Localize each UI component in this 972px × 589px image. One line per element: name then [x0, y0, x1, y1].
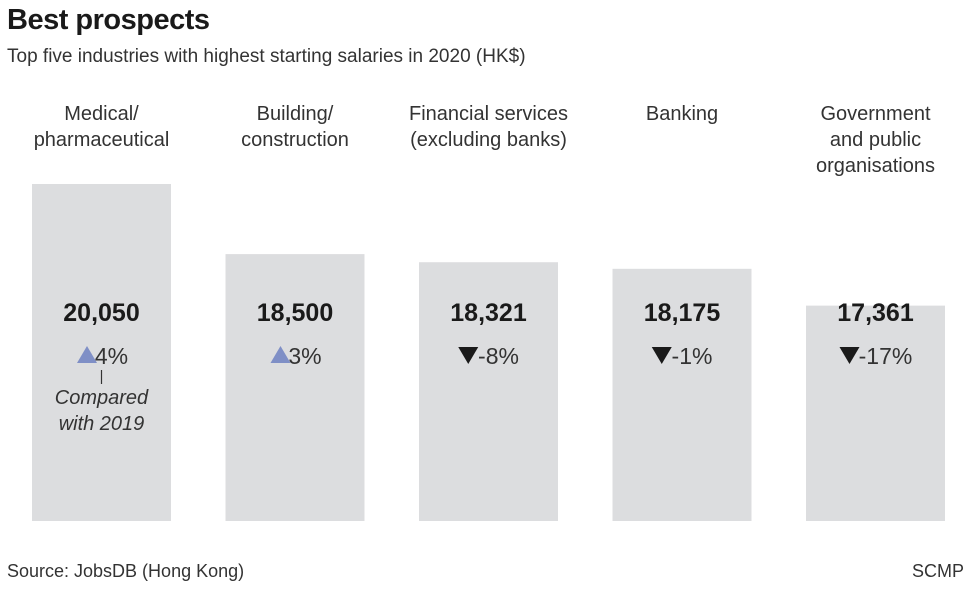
down-arrow-icon-2 [458, 347, 479, 364]
change-label-0: 4% [95, 343, 128, 369]
value-label-4: 17,361 [837, 299, 914, 327]
category-label-4-2: organisations [816, 155, 935, 177]
change-label-4: -17% [859, 343, 913, 369]
bar-3 [612, 268, 752, 521]
category-label-1-0: Building/ [257, 103, 334, 125]
up-arrow-icon-1 [270, 346, 291, 363]
category-label-2-0: Financial services [409, 103, 568, 125]
value-label-1: 18,500 [257, 299, 333, 327]
category-label-1-1: construction [241, 129, 349, 151]
bar-2 [419, 262, 558, 521]
category-label-0-1: pharmaceutical [34, 129, 170, 151]
change-label-1: 3% [288, 343, 321, 369]
change-label-3: -1% [672, 343, 713, 369]
credit-label: SCMP [911, 561, 964, 581]
chart-title: Best prospects [7, 4, 210, 36]
category-label-0-0: Medical/ [64, 103, 139, 125]
value-label-0: 20,050 [63, 299, 139, 327]
up-arrow-icon-0 [77, 346, 97, 363]
value-label-2: 18,321 [450, 299, 527, 327]
category-label-4-1: and public [830, 129, 921, 151]
change-label-2: -8% [478, 343, 519, 369]
category-label-4-0: Government [820, 103, 930, 125]
source-note: Source: JobsDB (Hong Kong) [7, 561, 245, 581]
bar-1 [225, 254, 365, 522]
down-arrow-icon-3 [651, 347, 672, 364]
value-label-3: 18,175 [644, 299, 721, 327]
annotation-text-1: with 2019 [59, 413, 145, 435]
annotation-text-0: Compared [55, 387, 149, 409]
bar-0 [32, 184, 171, 521]
down-arrow-icon-4 [839, 347, 860, 364]
category-label-3-0: Banking [646, 103, 718, 125]
category-label-2-1: (excluding banks) [410, 129, 567, 151]
chart-subtitle: Top five industries with highest startin… [7, 46, 526, 67]
bar-4 [806, 305, 945, 521]
